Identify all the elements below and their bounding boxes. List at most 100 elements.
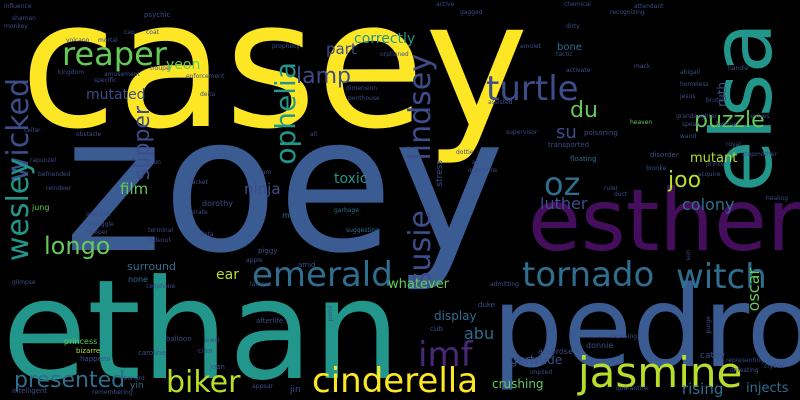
- word-volcano: volcano: [66, 37, 90, 44]
- word-exposing: exposing: [610, 333, 638, 340]
- word-dorothy: dorothy: [202, 199, 233, 208]
- word-casey: casey: [20, 0, 529, 168]
- word-coat: coat: [146, 29, 159, 36]
- word-intelligent: intelligent: [12, 387, 48, 395]
- word-garbage: garbage: [334, 207, 359, 214]
- word-assisted: assisted: [488, 99, 513, 106]
- word-sun: sun: [685, 250, 692, 261]
- word-apple: apple: [246, 257, 263, 264]
- word-recognizing: recognizing: [610, 9, 645, 16]
- word-royal: royal: [726, 141, 741, 148]
- word-correctly: correctly: [354, 31, 416, 47]
- word-cellphone: cellphone: [146, 283, 176, 290]
- word-donnie: donnie: [586, 341, 614, 350]
- word-kingdom: kingdom: [58, 69, 85, 76]
- word-joan: joan: [210, 363, 225, 371]
- word-bone: bone: [557, 42, 582, 53]
- word-imprisons: imprisons: [468, 167, 498, 174]
- word-witch: witch: [676, 257, 767, 297]
- word-wesley: wesley: [1, 158, 36, 262]
- word-all: all: [310, 131, 318, 138]
- word-cub: cub: [430, 325, 443, 333]
- word-admitting: admitting: [490, 281, 519, 288]
- word-surround: surround: [127, 260, 176, 273]
- word-trooper: trooper: [86, 229, 108, 236]
- word-dam: dam: [258, 169, 272, 176]
- word-heaven: heaven: [630, 119, 653, 126]
- word-bizarre: bizarre: [76, 347, 101, 355]
- word-handle: handle: [728, 65, 749, 72]
- word-jin: jin: [290, 385, 301, 395]
- word-prince: prince: [706, 161, 725, 168]
- word-crystal: crystal: [764, 363, 785, 370]
- word-disorder: disorder: [650, 151, 679, 159]
- word-presented: presented: [14, 368, 126, 393]
- word-crushing: crushing: [492, 377, 544, 391]
- word-mutant: mutant: [690, 151, 738, 166]
- word-amusement: amusement: [104, 71, 140, 78]
- word-grandaughter: grandaughter: [676, 113, 718, 120]
- word-grenade: grenade: [86, 211, 111, 218]
- word-yin: yin: [130, 381, 144, 391]
- word-revives: revives: [748, 113, 770, 120]
- word-oz: oz: [544, 165, 581, 203]
- word-appear: appear: [252, 383, 274, 390]
- word-monkey: monkey: [4, 23, 28, 30]
- word-jacket: jacket: [190, 179, 208, 186]
- word-jewel: jewel: [204, 337, 220, 344]
- word-balloon: balloon: [166, 335, 192, 343]
- word-purge: purge: [705, 316, 712, 334]
- word-gagged: gagged: [460, 9, 483, 16]
- word-ethan: ethan: [2, 250, 401, 400]
- word-forever: forever: [716, 121, 738, 128]
- word-toxic: toxic: [334, 171, 368, 187]
- word-mutated: mutated: [86, 87, 146, 103]
- word-duct: duct: [614, 191, 628, 198]
- word-glimpse: glimpse: [12, 279, 36, 286]
- word-oscar: oscar: [744, 268, 763, 312]
- word-happens: happens: [80, 355, 111, 363]
- word-biker: biker: [166, 365, 241, 400]
- word-mack: mack: [634, 63, 651, 70]
- word-esther: esther: [528, 171, 800, 271]
- word-leonard: leonard: [122, 375, 145, 382]
- word-whatever: whatever: [388, 277, 449, 292]
- word-influence: influence: [4, 3, 32, 10]
- word-pirate: pirate: [190, 209, 208, 216]
- word-dimension: dimension: [346, 85, 378, 92]
- word-transported: transported: [548, 141, 590, 149]
- word-hideout: hideout: [148, 237, 171, 244]
- word-tactic: tactic: [556, 51, 573, 58]
- word-troupe: troupe: [150, 65, 170, 72]
- word-lamp: lamp: [296, 64, 351, 89]
- word-ambrose: ambrose: [538, 347, 573, 356]
- word-afterlife: afterlife: [256, 317, 284, 325]
- word-du: du: [570, 98, 598, 123]
- word-pond: pond: [327, 306, 334, 322]
- word-activate: activate: [566, 67, 591, 74]
- word-implied: implied: [530, 369, 553, 376]
- word-cathy: cathy: [700, 351, 726, 361]
- word-joo: joo: [668, 168, 702, 193]
- word-terminal: terminal: [148, 227, 174, 234]
- word-shaman: shaman: [12, 15, 36, 22]
- word-quarantine: quarantine: [616, 385, 649, 392]
- word-floating: floating: [570, 155, 597, 163]
- word-none: none: [128, 275, 148, 284]
- word-jung: jung: [32, 203, 50, 212]
- word-defeating: defeating: [730, 367, 759, 374]
- word-cellar: cellar: [24, 127, 41, 134]
- word-imf: imf: [418, 335, 473, 375]
- word-display: display: [434, 309, 477, 323]
- word-cap: cap: [124, 29, 135, 36]
- word-jesus: jesus: [680, 93, 696, 100]
- word-suggesting: suggesting: [346, 227, 379, 234]
- word-gertrude: gertrude: [510, 353, 563, 367]
- word-stress: stress: [435, 160, 445, 187]
- word-mill: mill: [282, 211, 297, 220]
- word-ear: ear: [216, 267, 239, 283]
- word-su: su: [556, 122, 577, 143]
- word-colony: colony: [682, 195, 735, 214]
- word-active: active: [436, 1, 455, 8]
